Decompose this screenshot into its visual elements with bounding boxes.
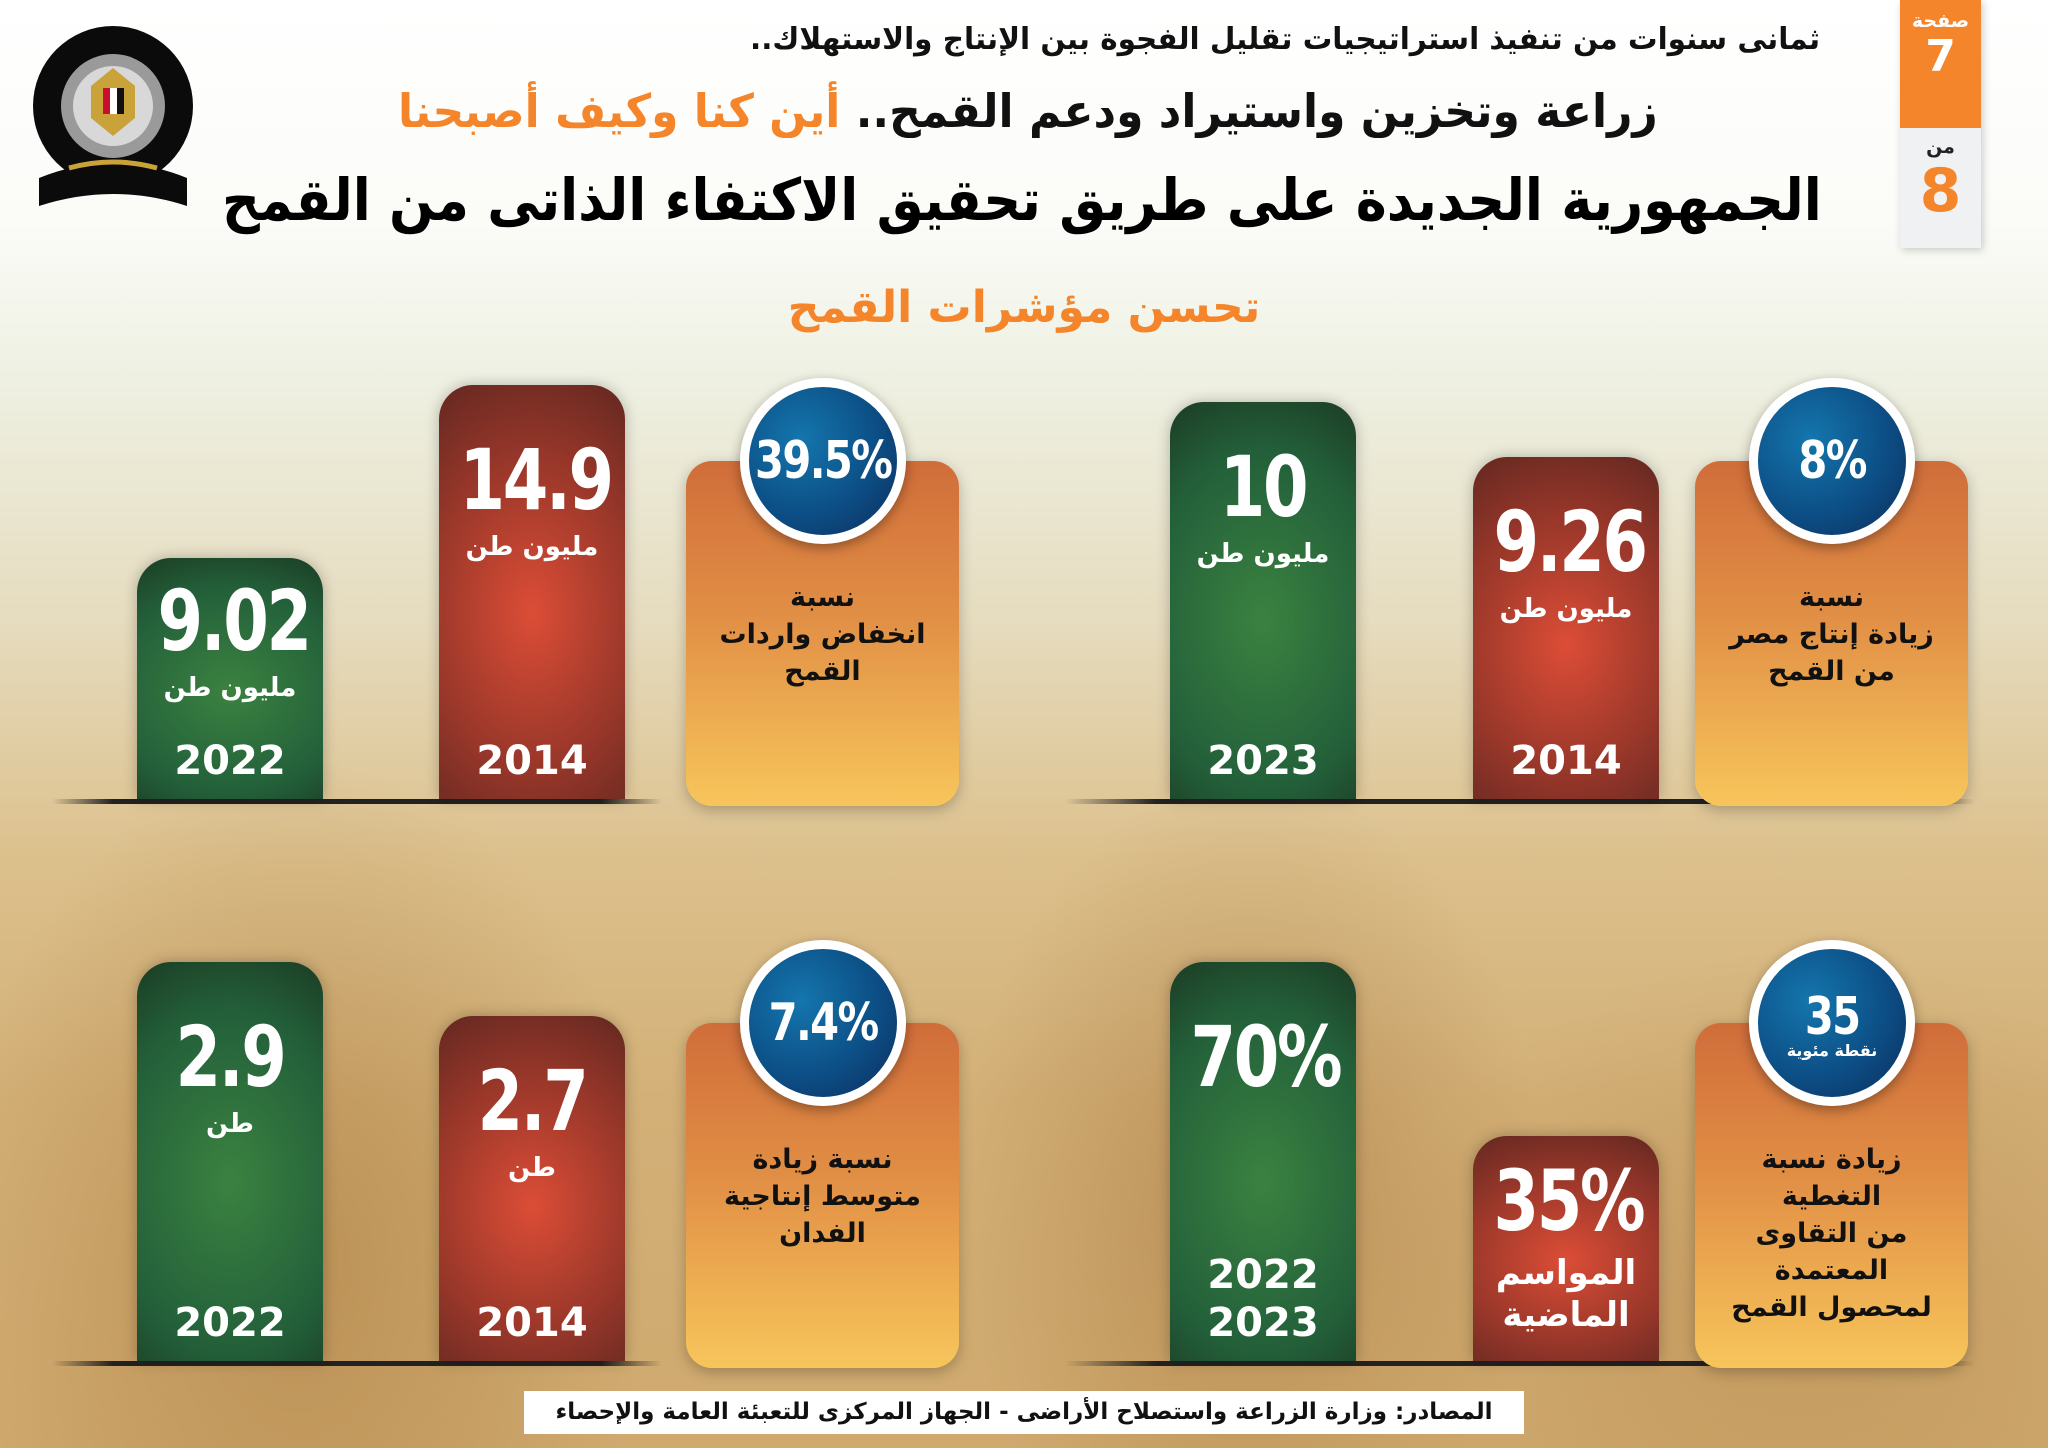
bar-value: 2.9 xyxy=(175,1008,286,1106)
bar-value: 9.26 xyxy=(1493,493,1648,591)
bar-2014: 2.7 طن 2014 xyxy=(439,1016,625,1361)
description-line: من التقاوى xyxy=(1755,1218,1908,1249)
bar-2014: 14.9 مليون طن 2014 xyxy=(439,385,625,799)
description-line: نسبة xyxy=(789,582,855,613)
indicator-description: نسبة انخفاض واردات القمح xyxy=(686,579,959,690)
badge-value: 8% xyxy=(1798,431,1867,491)
bar-label-line: المواسم xyxy=(1495,1253,1637,1293)
description-line: متوسط إنتاجية xyxy=(724,1181,921,1212)
bar-value: 35% xyxy=(1493,1152,1645,1250)
badge-value: 7.4% xyxy=(768,993,880,1053)
source-note: المصادر: وزارة الزراعة واستصلاح الأراضى … xyxy=(524,1391,1524,1434)
header-line2-main: زراعة وتخزين واستيراد ودعم القمح.. xyxy=(855,84,1658,138)
description-line: نسبة زيادة xyxy=(752,1144,893,1175)
description-line: المعتمدة xyxy=(1774,1255,1889,1286)
bar-year-line: 2023 xyxy=(1207,1300,1319,1346)
indicator-badge: 7.4% xyxy=(740,940,906,1106)
description-line: القمح xyxy=(784,656,861,687)
header-line2: زراعة وتخزين واستيراد ودعم القمح.. أين ك… xyxy=(398,84,1658,138)
page-title: الجمهورية الجديدة على طريق تحقيق الاكتفا… xyxy=(222,166,1822,234)
page-total: 8 xyxy=(1919,156,1962,226)
description-line: نسبة xyxy=(1798,582,1864,613)
page-label: صفحة xyxy=(1911,10,1970,32)
bar-year-line: 2022 xyxy=(1207,1252,1319,1298)
bar-1: 70% 2022 2023 xyxy=(1170,962,1356,1361)
bar-unit: مليون طن xyxy=(465,532,599,562)
of-label: من xyxy=(1926,136,1955,158)
bar-value: 9.02 xyxy=(157,572,312,670)
panel-baseline xyxy=(1065,799,1975,804)
bar-0: 35% المواسم الماضية xyxy=(1473,1136,1659,1361)
bar-year: 2014 xyxy=(1510,738,1622,784)
bar-2022: 9.02 مليون طن 2022 xyxy=(137,558,323,799)
description-line: الفدان xyxy=(779,1218,866,1249)
bar-year: 2022 xyxy=(174,1300,286,1346)
bar-label: المواسم الماضية xyxy=(1473,1252,1659,1336)
indicator-description: نسبة زيادة إنتاج مصر من القمح xyxy=(1695,579,1968,690)
header-line2-highlight: أين كنا وكيف أصبحنا xyxy=(398,84,841,138)
indicator-card: زيادة نسبة التغطية من التقاوى المعتمدة لمحصو… xyxy=(1695,1023,1968,1368)
header-line1: ثمانى سنوات من تنفيذ استراتيجيات تقليل ا… xyxy=(749,22,1820,57)
bar-year: 2022 2023 xyxy=(1170,1251,1356,1347)
badge-value: 35 xyxy=(1804,986,1861,1047)
bar-year: 2023 xyxy=(1207,738,1319,784)
bar-2022: 2.9 طن 2022 xyxy=(137,962,323,1361)
description-line: زيادة نسبة xyxy=(1761,1144,1902,1175)
badge-subtext: نقطة مئوية xyxy=(1786,1040,1878,1060)
bar-value: 14.9 xyxy=(459,431,614,529)
bar-year: 2014 xyxy=(476,1300,588,1346)
panel-baseline xyxy=(52,799,662,804)
bar-value: 10 xyxy=(1219,438,1309,536)
bar-2014: 9.26 مليون طن 2014 xyxy=(1473,457,1659,799)
description-line: زيادة إنتاج مصر xyxy=(1729,619,1934,650)
indicator-description: زيادة نسبة التغطية من التقاوى المعتمدة لمحصو… xyxy=(1695,1141,1968,1326)
panel-baseline xyxy=(1065,1361,1975,1366)
bar-value: 70% xyxy=(1190,1008,1342,1106)
bar-unit: طن xyxy=(508,1153,556,1183)
description-line: لمحصول القمح xyxy=(1731,1292,1932,1323)
indicator-card: نسبة انخفاض واردات القمح xyxy=(686,461,959,806)
bar-2023: 10 مليون طن 2023 xyxy=(1170,402,1356,799)
description-line: من القمح xyxy=(1768,656,1895,687)
indicator-badge: 35 نقطة مئوية xyxy=(1749,940,1915,1106)
media-center-logo xyxy=(33,26,193,206)
bar-unit: مليون طن xyxy=(163,673,297,703)
bar-year: 2014 xyxy=(476,738,588,784)
description-line: التغطية xyxy=(1781,1181,1882,1212)
bar-unit: طن xyxy=(206,1109,254,1139)
bar-value: 2.7 xyxy=(477,1052,588,1150)
indicator-description: نسبة زيادة متوسط إنتاجية الفدان xyxy=(686,1141,959,1252)
badge-value: 39.5% xyxy=(754,431,893,491)
page-number: 7 xyxy=(1925,31,1956,82)
panel-baseline xyxy=(52,1361,662,1366)
bar-year: 2022 xyxy=(174,738,286,784)
page-indicator: صفحة 7 من 8 xyxy=(1900,0,1981,248)
bar-label-line: الماضية xyxy=(1502,1295,1630,1335)
indicator-badge: 8% xyxy=(1749,378,1915,544)
bar-unit: مليون طن xyxy=(1499,594,1633,624)
bar-unit: مليون طن xyxy=(1196,539,1330,569)
description-line: انخفاض واردات xyxy=(719,619,926,650)
section-subtitle: تحسن مؤشرات القمح xyxy=(787,282,1261,333)
indicator-badge: 39.5% xyxy=(740,378,906,544)
